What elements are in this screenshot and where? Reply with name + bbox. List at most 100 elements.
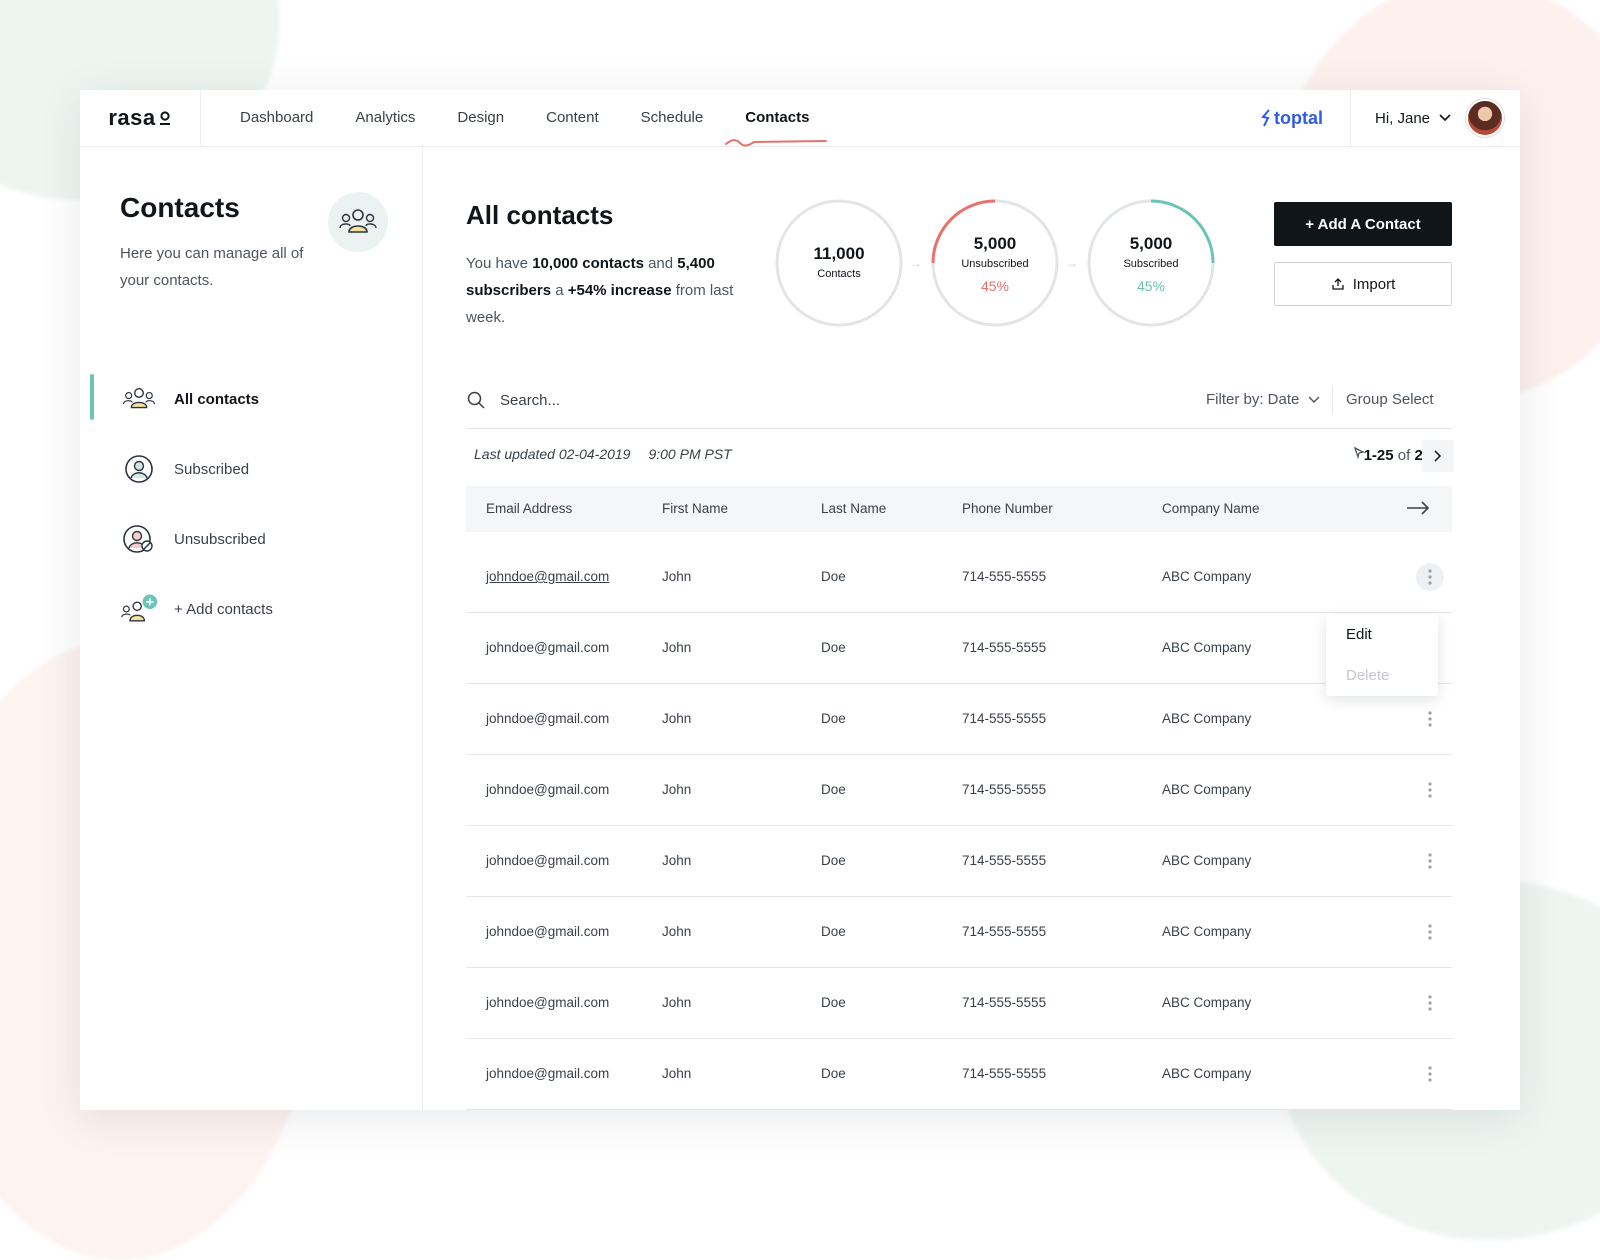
cell-company: ABC Company bbox=[1162, 924, 1252, 939]
sidebar-item-label: Subscribed bbox=[174, 460, 250, 478]
user-greeting[interactable]: Hi, Jane bbox=[1375, 109, 1431, 127]
more-options-icon[interactable] bbox=[1416, 563, 1444, 591]
table-row[interactable]: johndoe@gmail.com John Doe 714-555-5555 ABC … bbox=[466, 826, 1452, 897]
users-group-icon bbox=[120, 380, 158, 418]
more-options-icon[interactable] bbox=[1416, 705, 1444, 733]
cell-email[interactable]: johndoe@gmail.com bbox=[486, 1066, 610, 1081]
active-nav-squiggle bbox=[725, 139, 828, 147]
column-header-email[interactable]: Email Address bbox=[486, 501, 573, 516]
chevron-right-icon bbox=[1434, 450, 1442, 462]
cell-last-name: Doe bbox=[821, 711, 846, 726]
stat-unsubscribed: 5,000 Unsubscribed 45% bbox=[930, 198, 1060, 328]
cell-first-name: John bbox=[662, 640, 692, 655]
cell-email[interactable]: johndoe@gmail.com bbox=[486, 640, 610, 655]
cell-first-name: John bbox=[662, 853, 692, 868]
avatar[interactable] bbox=[1466, 99, 1505, 137]
more-options-icon[interactable] bbox=[1416, 918, 1444, 946]
nav-item-contacts[interactable]: Contacts bbox=[724, 90, 830, 147]
cell-email[interactable]: johndoe@gmail.com bbox=[486, 569, 610, 584]
stat-label: Unsubscribed bbox=[961, 258, 1029, 270]
search-input[interactable] bbox=[498, 390, 1002, 410]
table-row[interactable]: johndoe@gmail.com John Doe 714-555-5555 ABC … bbox=[466, 755, 1452, 826]
arrow-right-icon[interactable] bbox=[1406, 486, 1430, 532]
search-icon bbox=[467, 391, 485, 409]
cell-first-name: John bbox=[662, 1066, 692, 1081]
nav-item-schedule[interactable]: Schedule bbox=[640, 109, 704, 126]
cell-email[interactable]: johndoe@gmail.com bbox=[486, 853, 610, 868]
stat-value: 11,000 bbox=[813, 244, 865, 263]
column-header-first-name[interactable]: First Name bbox=[662, 501, 729, 516]
table-row[interactable]: johndoe@gmail.com John Doe 714-555-5555 ABC … bbox=[466, 542, 1452, 613]
logo-container[interactable]: rasa bbox=[80, 90, 201, 146]
top-nav: rasa Dashboard Analytics Design Content … bbox=[80, 90, 1520, 147]
cell-email[interactable]: johndoe@gmail.com bbox=[486, 711, 610, 726]
column-header-last-name[interactable]: Last Name bbox=[821, 501, 887, 516]
nav-item-analytics[interactable]: Analytics bbox=[355, 109, 416, 126]
next-page-button[interactable] bbox=[1422, 440, 1454, 472]
arrow-right-icon: → bbox=[910, 256, 922, 270]
edit-menu-item[interactable]: Edit bbox=[1346, 626, 1372, 643]
cell-last-name: Doe bbox=[821, 995, 846, 1010]
toolbar-divider bbox=[1332, 386, 1333, 414]
table-header: Email Address First Name Last Name Phone… bbox=[466, 486, 1452, 532]
sidebar-item-add-contacts[interactable]: + Add contacts bbox=[80, 574, 422, 644]
page-of: of bbox=[1397, 447, 1411, 464]
add-contact-button[interactable]: + Add A Contact bbox=[1274, 202, 1452, 246]
rasa-logo[interactable]: rasa bbox=[108, 105, 156, 130]
cursor-select-icon bbox=[1353, 446, 1365, 460]
table-row[interactable]: johndoe@gmail.com John Doe 714-555-5555 ABC … bbox=[466, 613, 1452, 684]
summary-subscribers-count: 5,400 subscribers bbox=[466, 255, 715, 299]
more-options-icon[interactable] bbox=[1416, 847, 1444, 875]
table-row[interactable]: johndoe@gmail.com John Doe 714-555-5555 ABC … bbox=[466, 684, 1452, 755]
stat-ring bbox=[1087, 199, 1215, 327]
logo-mark-icon bbox=[159, 111, 170, 125]
cell-last-name: Doe bbox=[821, 640, 846, 655]
cell-email[interactable]: johndoe@gmail.com bbox=[486, 782, 610, 797]
group-select[interactable]: Group Select bbox=[1346, 372, 1452, 460]
sidebar-item-unsubscribed[interactable]: Unsubscribed bbox=[80, 504, 422, 574]
stat-ring bbox=[931, 199, 1059, 327]
toptal-logo: toptal bbox=[1260, 90, 1323, 146]
stat-label: Contacts bbox=[817, 268, 861, 280]
nav-item-content[interactable]: Content bbox=[546, 109, 599, 126]
cell-first-name: John bbox=[662, 782, 692, 797]
column-header-company[interactable]: Company Name bbox=[1162, 501, 1260, 516]
toptal-label: toptal bbox=[1274, 107, 1323, 128]
nav-item-contacts-label: Contacts bbox=[745, 109, 810, 126]
more-options-icon[interactable] bbox=[1416, 1060, 1444, 1088]
last-updated-date: Last updated 02-04-2019 bbox=[474, 446, 631, 462]
stat-percent: 45% bbox=[1136, 278, 1166, 294]
main-content: All contacts You have 10,000 contacts an… bbox=[466, 146, 1520, 1110]
table-row[interactable]: johndoe@gmail.com John Doe 714-555-5555 ABC … bbox=[466, 968, 1452, 1039]
last-updated: Last updated 02-04-2019 9:00 PM PST bbox=[474, 446, 732, 462]
more-options-icon[interactable] bbox=[1416, 776, 1444, 804]
cell-email[interactable]: johndoe@gmail.com bbox=[486, 995, 610, 1010]
cell-first-name: John bbox=[662, 995, 692, 1010]
chevron-down-icon bbox=[1308, 396, 1320, 403]
nav-item-design[interactable]: Design bbox=[457, 109, 505, 126]
column-header-phone[interactable]: Phone Number bbox=[962, 501, 1053, 516]
cell-email[interactable]: johndoe@gmail.com bbox=[486, 924, 610, 939]
delete-menu-item[interactable]: Delete bbox=[1346, 667, 1390, 684]
sidebar-item-label: All contacts bbox=[174, 390, 260, 408]
cell-last-name: Doe bbox=[821, 782, 846, 797]
stats-ring-group: 11,000 Contacts → 5,000 Unsubscribed 45%… bbox=[774, 198, 1244, 330]
sidebar-item-subscribed[interactable]: Subscribed bbox=[80, 434, 422, 504]
stat-value: 5,000 bbox=[1129, 234, 1173, 253]
more-options-icon[interactable] bbox=[1416, 989, 1444, 1017]
import-button[interactable]: Import bbox=[1274, 262, 1452, 306]
cell-phone: 714-555-5555 bbox=[962, 569, 1047, 584]
nav-item-dashboard[interactable]: Dashboard bbox=[240, 109, 314, 126]
sidebar: Contacts Here you can manage all of your… bbox=[80, 146, 423, 1110]
table-row[interactable]: johndoe@gmail.com John Doe 714-555-5555 ABC … bbox=[466, 1039, 1452, 1110]
cell-first-name: John bbox=[662, 569, 692, 584]
stat-ring-progress bbox=[931, 199, 1059, 327]
filter-dropdown[interactable]: Filter by: Date bbox=[1206, 372, 1320, 428]
table-toolbar: Filter by: Date Group Select bbox=[466, 372, 1452, 460]
table-row[interactable]: johndoe@gmail.com John Doe 714-555-5555 ABC … bbox=[466, 897, 1452, 968]
user-menu[interactable]: Hi, Jane bbox=[1350, 90, 1520, 146]
sidebar-item-all-contacts[interactable]: All contacts bbox=[80, 364, 422, 434]
chevron-down-icon[interactable] bbox=[1438, 113, 1452, 123]
sidebar-title: Contacts bbox=[120, 192, 240, 223]
cell-phone: 714-555-5555 bbox=[962, 711, 1047, 726]
